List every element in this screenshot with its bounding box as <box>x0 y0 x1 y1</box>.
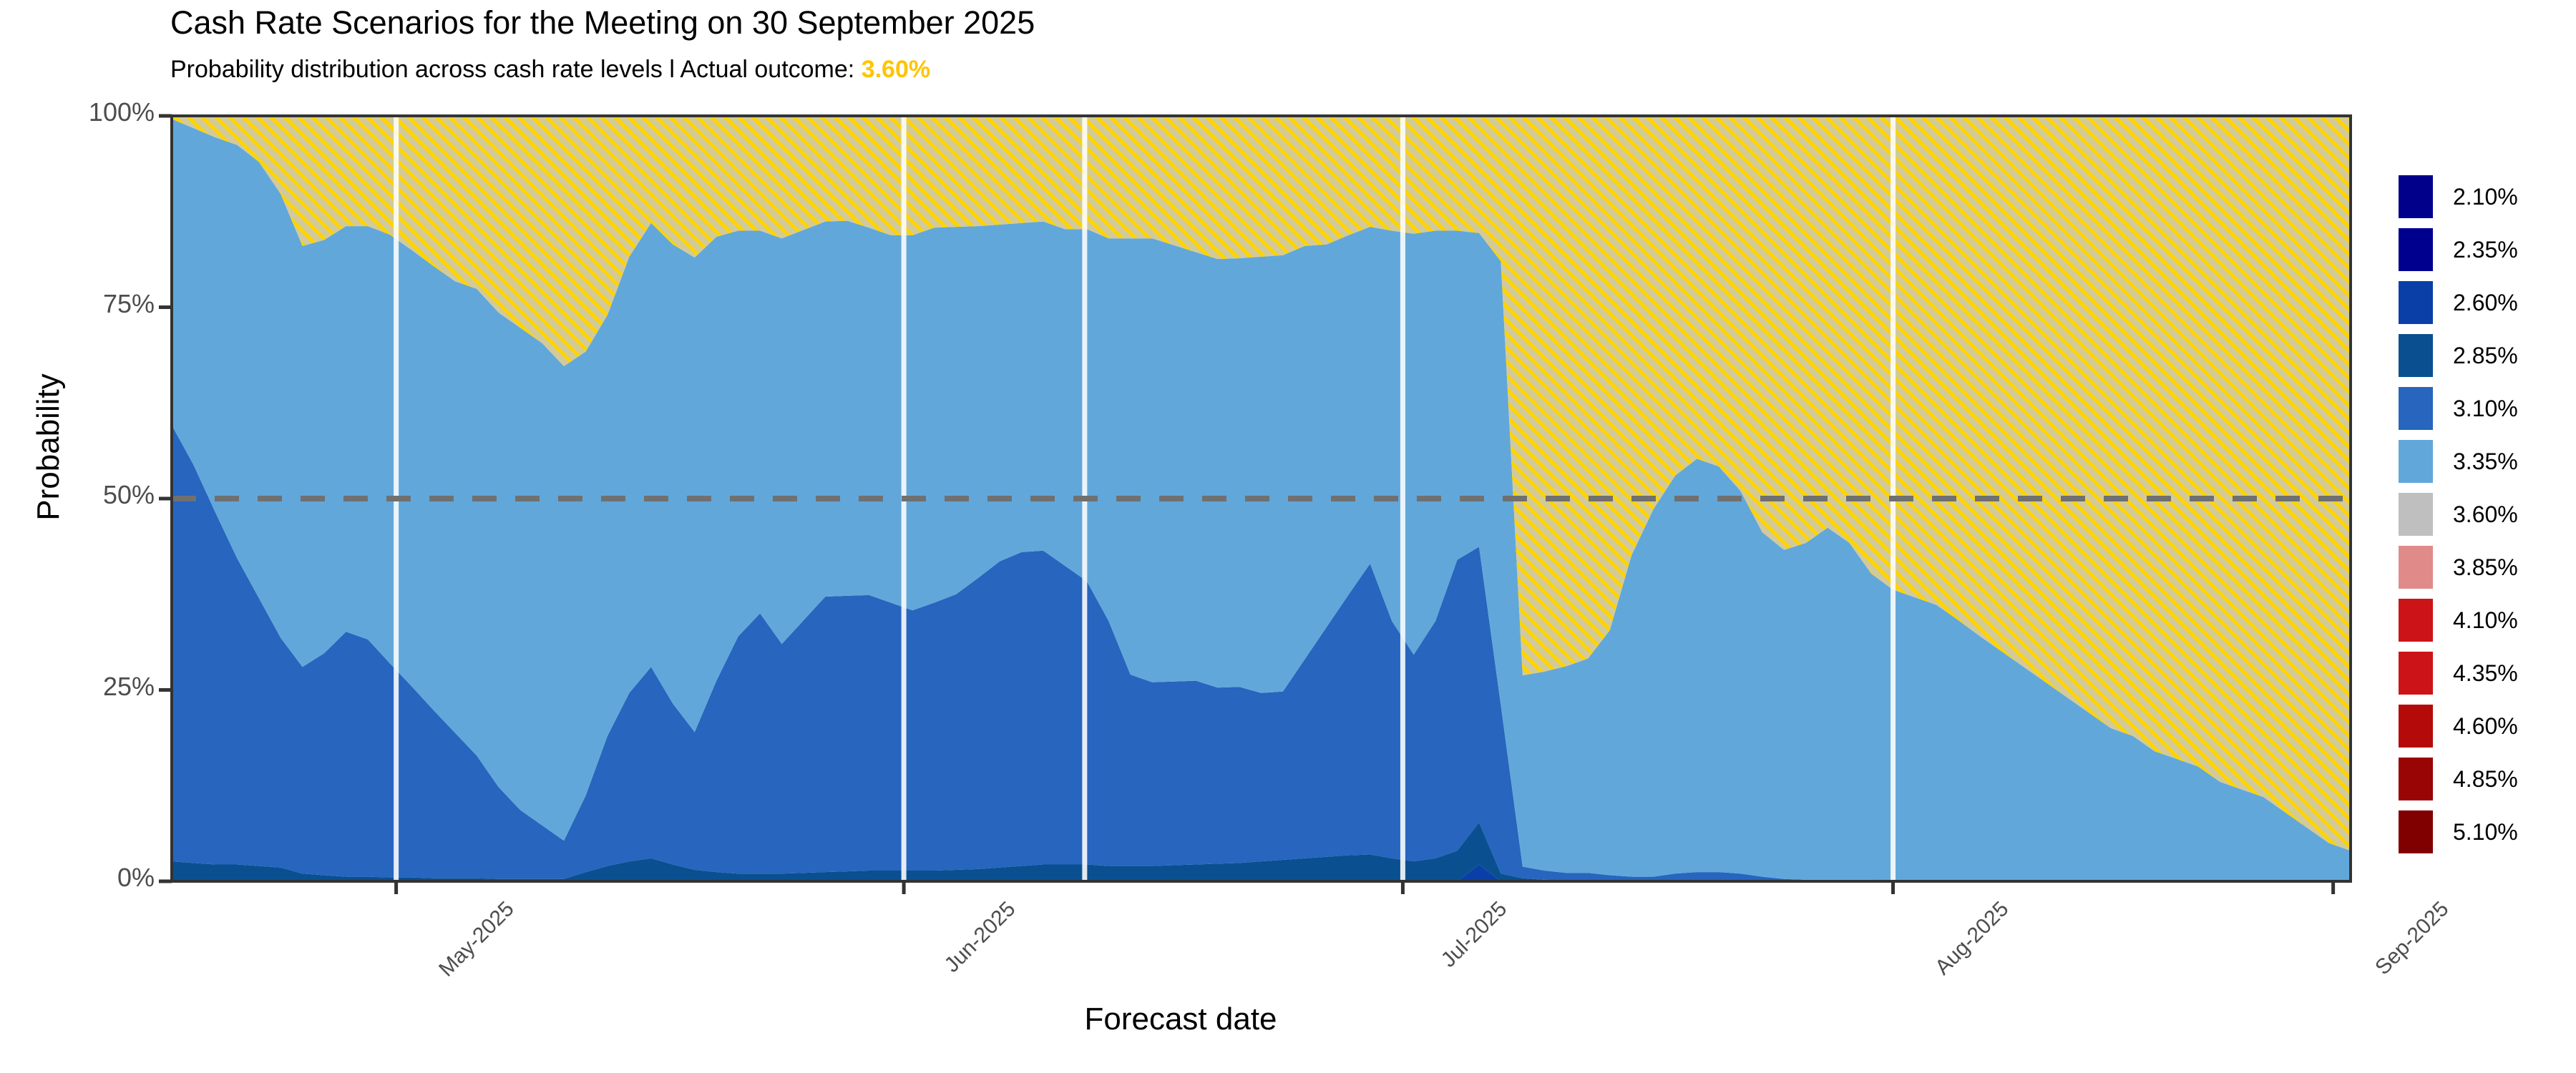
chart-subtitle: Probability distribution across cash rat… <box>170 56 930 84</box>
subtitle-text: Probability distribution across cash rat… <box>170 56 862 83</box>
legend-swatch <box>2399 228 2433 271</box>
area-band <box>172 116 2351 851</box>
legend-item[interactable]: 3.85% <box>2399 541 2518 594</box>
y-axis-tick-label: 0% <box>117 863 155 892</box>
legend-item[interactable]: 3.10% <box>2399 382 2518 435</box>
page-title: Cash Rate Scenarios for the Meeting on 3… <box>170 4 1035 41</box>
legend-swatch <box>2399 387 2433 430</box>
legend-item[interactable]: 4.35% <box>2399 647 2518 700</box>
legend-item[interactable]: 5.10% <box>2399 805 2518 858</box>
y-axis-tick-label: 50% <box>102 480 155 509</box>
legend-swatch <box>2399 810 2433 853</box>
legend-swatch <box>2399 493 2433 536</box>
legend-label: 5.10% <box>2453 818 2518 845</box>
axis-ticks <box>159 114 2336 894</box>
legend-swatch <box>2399 334 2433 377</box>
legend-label: 2.35% <box>2453 236 2518 263</box>
actual-outcome-value: 3.60% <box>861 56 931 83</box>
legend-item[interactable]: 4.85% <box>2399 753 2518 805</box>
legend-label: 2.60% <box>2453 289 2518 315</box>
legend-label: 3.10% <box>2453 395 2518 421</box>
legend-label: 3.60% <box>2453 501 2518 527</box>
legend-label: 2.10% <box>2453 183 2518 210</box>
legend: 2.10% 2.35% 2.60% 2.85% 3.10% 3.35% 3.60% 3.85%… <box>2399 170 2518 858</box>
legend-label: 3.35% <box>2453 448 2518 474</box>
y-axis-tick-label: 25% <box>102 671 155 701</box>
x-axis-title: Forecast date <box>1084 1001 1277 1037</box>
legend-item[interactable]: 2.60% <box>2399 276 2518 329</box>
y-axis-tick-label: 75% <box>102 288 155 318</box>
area-band <box>172 78 2351 117</box>
legend-item[interactable]: 3.35% <box>2399 435 2518 488</box>
legend-item[interactable]: 4.10% <box>2399 594 2518 647</box>
area-band <box>172 822 2351 881</box>
legend-label: 3.85% <box>2453 554 2518 580</box>
legend-item[interactable]: 2.85% <box>2399 329 2518 382</box>
legend-item[interactable]: 4.60% <box>2399 700 2518 753</box>
legend-swatch <box>2399 281 2433 324</box>
legend-swatch <box>2399 705 2433 748</box>
legend-label: 4.85% <box>2453 765 2518 792</box>
y-axis-tick-label: 100% <box>88 97 155 127</box>
legend-swatch <box>2399 440 2433 483</box>
legend-label: 4.60% <box>2453 712 2518 739</box>
legend-swatch <box>2399 175 2433 218</box>
legend-label: 2.85% <box>2453 342 2518 368</box>
legend-label: 4.10% <box>2453 607 2518 633</box>
legend-swatch <box>2399 652 2433 695</box>
area-band <box>172 78 2351 117</box>
legend-item[interactable]: 3.60% <box>2399 488 2518 541</box>
legend-swatch <box>2399 758 2433 800</box>
legend-item[interactable]: 2.35% <box>2399 223 2518 276</box>
area-band <box>172 425 2351 881</box>
legend-label: 4.35% <box>2453 660 2518 686</box>
legend-swatch <box>2399 599 2433 642</box>
legend-swatch <box>2399 546 2433 589</box>
legend-item[interactable]: 2.10% <box>2399 170 2518 223</box>
